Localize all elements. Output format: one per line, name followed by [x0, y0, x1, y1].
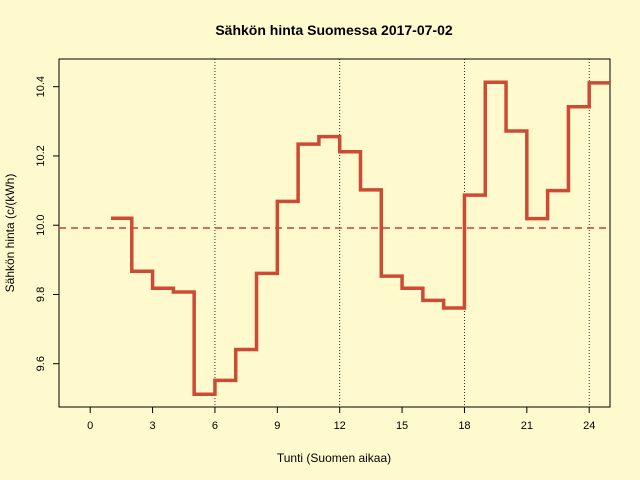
- plot-frame: [58, 58, 611, 408]
- x-tick-label-9: 9: [274, 420, 280, 432]
- x-axis-label: Tunti (Suomen aikaa): [277, 451, 391, 465]
- x-tick-label-12: 12: [334, 420, 346, 432]
- y-axis: 9.6 9.8 10.0 10.2 10.4: [35, 76, 59, 371]
- x-axis: 0 3 6 9 12 15 18 21 24: [87, 407, 595, 432]
- x-tick-label-3: 3: [150, 420, 156, 432]
- x-tick-label-24: 24: [583, 420, 595, 432]
- series-line-0: [110, 80, 610, 396]
- y-axis-label: Sähkön hinta (c/(kWh): [3, 174, 17, 293]
- y-tick-label-9.8: 9.8: [35, 287, 47, 302]
- y-tick-label-10: 10.0: [35, 214, 47, 235]
- reference-lines: [214, 59, 590, 407]
- y-tick-label-10.2: 10.2: [35, 145, 47, 166]
- y-tick-label-10.4: 10.4: [35, 76, 47, 97]
- chart-title: Sähkön hinta Suomessa 2017-07-02: [215, 22, 453, 38]
- x-tick-label-15: 15: [396, 420, 408, 432]
- x-tick-label-18: 18: [458, 420, 470, 432]
- series-layer: [110, 80, 610, 396]
- y-tick-label-9.6: 9.6: [35, 356, 47, 371]
- x-tick-label-0: 0: [87, 420, 93, 432]
- x-tick-label-21: 21: [521, 420, 533, 432]
- x-tick-label-6: 6: [212, 420, 218, 432]
